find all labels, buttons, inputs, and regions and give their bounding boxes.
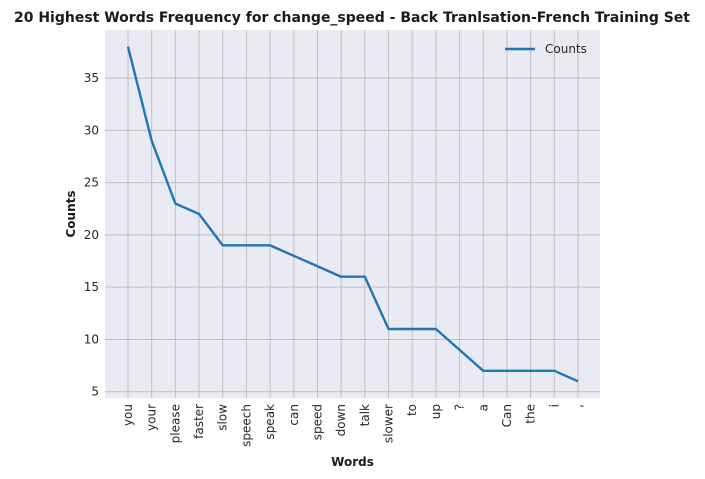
y-tick-label: 30	[84, 123, 99, 137]
x-tick-label: can	[287, 404, 301, 426]
x-tick-label: Can	[500, 404, 514, 427]
y-tick-label: 25	[84, 176, 99, 190]
x-axis-label: Words	[331, 455, 374, 469]
y-tick-label: 35	[84, 71, 99, 85]
x-tick-label: i	[547, 404, 561, 407]
y-tick-label: 10	[84, 332, 99, 346]
y-tick-label: 20	[84, 228, 99, 242]
y-axis-label: Counts	[64, 190, 78, 237]
x-tick-label: the	[524, 404, 538, 424]
x-tick-label: please	[168, 404, 182, 443]
plot-area	[105, 30, 600, 398]
x-tick-label: down	[334, 404, 348, 436]
y-tick-labels: 5 10 15 20 25 30 35	[84, 71, 99, 399]
x-tick-label: speed	[310, 404, 324, 440]
legend: Counts	[505, 42, 587, 56]
y-tick-label: 15	[84, 280, 99, 294]
legend-label-counts: Counts	[545, 42, 587, 56]
x-tick-label: ,	[571, 404, 585, 408]
x-tick-label: slower	[382, 404, 396, 443]
x-tick-labels: you your please faster slow speech speak can spe…	[121, 404, 585, 447]
chart-title: 20 Highest Words Frequency for change_sp…	[14, 10, 690, 26]
series-line-counts	[126, 46, 579, 383]
x-tick-label: talk	[358, 404, 372, 426]
x-tick-label: you	[121, 404, 135, 426]
x-tick-label: to	[405, 404, 419, 416]
grid-lines	[105, 30, 600, 398]
x-tick-label: ?	[453, 404, 467, 410]
x-tick-label: faster	[192, 404, 206, 439]
y-tick-label: 5	[91, 385, 99, 399]
x-tick-label: up	[429, 404, 443, 419]
x-tick-label: speech	[239, 404, 253, 447]
x-tick-label: a	[476, 404, 490, 411]
x-tick-label: slow	[216, 404, 230, 431]
x-tick-label: your	[145, 404, 159, 431]
x-tick-label: speak	[263, 404, 277, 440]
